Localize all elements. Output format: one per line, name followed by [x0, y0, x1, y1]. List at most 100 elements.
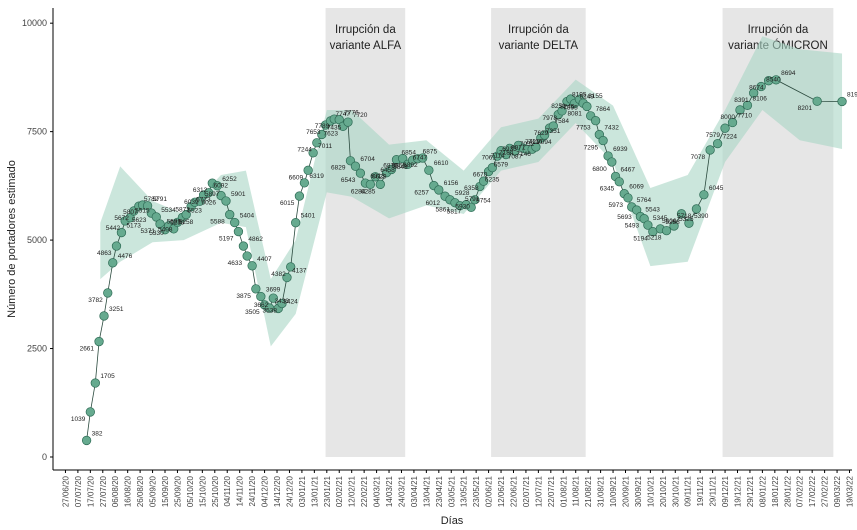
data-point [233, 226, 244, 237]
data-label: 5791 [153, 196, 168, 203]
data-label: 7052 [520, 141, 535, 148]
data-label: 6069 [629, 184, 644, 191]
data-point [181, 209, 191, 220]
data-point [590, 116, 601, 126]
data-label: 7114 [491, 152, 505, 159]
x-tick-label: 07/02/22 [796, 475, 805, 507]
data-point [221, 196, 231, 206]
x-tick-label: 23/01/21 [323, 475, 332, 507]
data-label: 7078 [691, 154, 706, 161]
x-tick-label: 14/12/20 [273, 475, 282, 507]
x-tick-label: 21/08/21 [584, 475, 593, 507]
x-tick-label: 14/03/21 [385, 475, 394, 507]
data-label: 6939 [613, 146, 628, 153]
data-point [343, 117, 353, 127]
data-label: 5408 [158, 226, 173, 233]
data-label: 5401 [301, 213, 316, 220]
x-tick-label: 24/12/20 [285, 475, 294, 507]
data-label: 5754 [476, 197, 491, 204]
data-point [699, 190, 709, 200]
x-tick-label: 27/07/20 [99, 475, 108, 507]
data-label: 7435 [327, 124, 342, 131]
data-label: 5390 [694, 213, 709, 220]
data-label: 5371 [141, 228, 156, 235]
data-point [81, 435, 92, 446]
data-label: 7061 [482, 155, 497, 162]
x-tick-label: 22/07/21 [547, 475, 556, 507]
data-label: 8149 [579, 93, 594, 100]
x-tick-label: 26/08/20 [136, 475, 145, 507]
data-label: 7978 [543, 115, 558, 122]
data-point [623, 193, 633, 203]
x-tick-label: 03/04/21 [410, 475, 419, 507]
data-point [317, 129, 327, 140]
data-label: 6875 [423, 149, 438, 156]
period-label: Irrupción da [335, 24, 396, 36]
data-label: 6829 [331, 165, 346, 172]
x-tick-label: 02/02/21 [335, 475, 344, 507]
data-label: 5523 [187, 207, 202, 214]
x-tick-label: 08/01/22 [758, 475, 767, 507]
data-point [771, 75, 781, 85]
data-label: 8201 [798, 105, 813, 112]
data-point [203, 188, 214, 198]
x-tick-label: 05/10/20 [186, 475, 195, 507]
data-point [277, 298, 287, 309]
data-point [242, 251, 252, 261]
data-label: 4863 [97, 250, 112, 257]
x-tick-label: 03/05/21 [447, 475, 456, 507]
data-label: 5672 [114, 215, 129, 222]
data-label: 3782 [88, 297, 103, 304]
x-tick-label: 17/07/20 [86, 475, 95, 507]
data-label: 3662 [254, 302, 269, 309]
period-shade [491, 8, 586, 457]
data-label: 7753 [576, 125, 591, 132]
x-tick-label: 01/08/21 [559, 475, 568, 507]
x-tick-label: 29/12/21 [746, 475, 755, 507]
data-label: 6026 [202, 200, 217, 207]
data-label: 3505 [245, 309, 260, 316]
data-point [676, 209, 687, 219]
data-label: 5173 [126, 223, 141, 230]
data-label: 6670 [473, 172, 488, 179]
data-label: 5693 [617, 214, 632, 221]
data-label: 6610 [434, 160, 449, 167]
data-point [417, 153, 428, 163]
data-label: 5791 [465, 196, 480, 203]
data-label: 6854 [401, 150, 416, 157]
data-point [90, 378, 100, 388]
x-tick-label: 25/09/20 [173, 475, 182, 507]
x-tick-label: 17/02/22 [808, 475, 817, 507]
data-label: 6543 [341, 177, 356, 184]
data-point [386, 164, 397, 175]
data-point [837, 96, 847, 107]
x-tick-label: 24/11/20 [248, 475, 257, 506]
data-point [282, 272, 292, 283]
data-label: 5493 [625, 223, 640, 230]
data-label: 7184 [499, 149, 514, 156]
y-tick-label: 2500 [27, 344, 47, 354]
data-point [291, 218, 301, 228]
data-label: 6257 [414, 190, 429, 197]
x-tick-label: 22/06/21 [509, 475, 518, 507]
data-label: 3699 [266, 287, 281, 294]
data-label: 5345 [653, 215, 668, 222]
data-point [308, 148, 318, 158]
data-label: 5817 [447, 209, 462, 216]
data-label: 7244 [297, 147, 312, 154]
x-tick-label: 16/08/20 [124, 475, 133, 507]
x-tick-label: 03/01/21 [298, 475, 307, 507]
x-tick-label: 31/08/21 [597, 475, 606, 507]
data-label: 6284 [351, 188, 366, 195]
data-point [548, 121, 558, 131]
x-tick-label: 13/01/21 [310, 475, 319, 507]
data-label: 8391 [734, 97, 749, 104]
data-label: 5782 [144, 196, 159, 203]
y-tick-label: 5000 [27, 235, 47, 245]
data-point [643, 220, 653, 230]
x-tick-label: 04/12/20 [261, 475, 270, 507]
data-label: 5404 [240, 213, 255, 220]
data-point [434, 185, 444, 195]
data-label: 3538 [263, 308, 278, 315]
x-tick-label: 18/01/22 [771, 475, 780, 507]
